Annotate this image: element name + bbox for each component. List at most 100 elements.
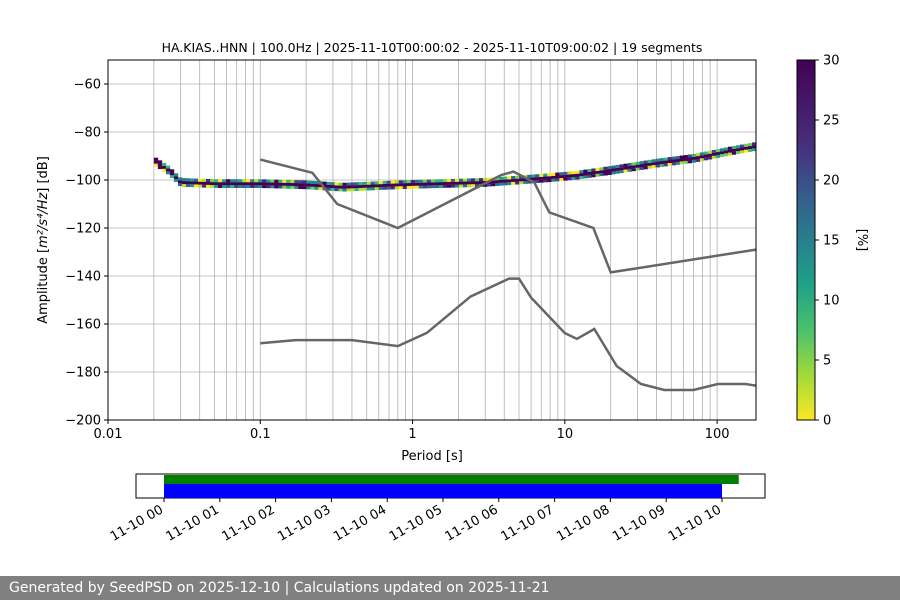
psd-band-cell — [386, 186, 391, 190]
psd-band-cell — [466, 178, 472, 182]
y-axis-label: Amplitude [m²/s⁴/Hz] [dB] — [36, 156, 51, 324]
psd-band-cell — [310, 186, 315, 190]
nhnm-line — [259, 158, 757, 274]
psd-band-cell — [571, 174, 576, 178]
psd-band-cell — [390, 183, 396, 187]
psd-band-cell — [169, 172, 175, 176]
psd-band-cell — [242, 182, 247, 186]
psd-band-cell — [210, 182, 215, 186]
psd-band-cell — [238, 182, 243, 186]
psd-band-cell — [663, 160, 668, 164]
psd-band-cell — [683, 160, 689, 164]
psd-band-cell — [523, 180, 528, 184]
coverage-tick-label: 11-10 04 — [331, 502, 389, 544]
psd-band-cell — [635, 164, 640, 168]
psd-band-cell — [306, 183, 311, 187]
psd-band-cell — [214, 184, 219, 188]
psd-band-cell — [282, 182, 287, 186]
psd-band-cell — [715, 151, 721, 155]
psd-band-cell — [362, 184, 367, 188]
psd-band-cell — [515, 181, 520, 185]
psd-band-cell — [438, 179, 444, 183]
psd-band-cell — [378, 184, 383, 188]
psd-band-cell — [230, 179, 235, 183]
psd-band-cell — [483, 183, 488, 187]
psd-band-cell — [222, 182, 227, 186]
psd-band-cell — [270, 185, 275, 189]
psd-band-cell — [747, 143, 753, 147]
psd-band-cell — [643, 163, 648, 167]
psd-density-band — [153, 142, 757, 192]
psd-band-cell — [422, 185, 428, 189]
psd-band-cell — [647, 159, 652, 163]
psd-band-cell — [462, 184, 468, 188]
psd-band-cell — [675, 161, 681, 165]
psd-band-cell — [691, 159, 697, 163]
psd-band-cell — [258, 182, 263, 186]
psd-band-cell — [503, 176, 508, 180]
psd-band-cell — [607, 169, 612, 173]
psd-band-cell — [169, 169, 175, 173]
psd-band-cell — [503, 182, 508, 186]
psd-band-cell — [603, 172, 608, 176]
psd-band-cell — [294, 185, 299, 189]
psd-band-cell — [667, 159, 672, 163]
y-tick-label: −60 — [74, 78, 101, 93]
psd-band-cell — [651, 159, 656, 163]
psd-band-cell — [495, 177, 500, 181]
psd-band-cell — [671, 156, 677, 160]
psd-band-cell — [635, 167, 640, 171]
psd-band-cell — [743, 149, 749, 153]
psd-band-cell — [246, 179, 251, 183]
psd-band-cell — [474, 183, 480, 187]
y-tick-label: −100 — [65, 174, 101, 189]
psd-band-cell — [410, 185, 416, 189]
psd-band-cell — [707, 153, 713, 157]
psd-band-cell — [607, 171, 612, 175]
psd-band-cell — [181, 181, 187, 185]
psd-band-cell — [647, 165, 652, 169]
psd-band-cell — [362, 181, 367, 185]
psd-band-cell — [563, 174, 568, 178]
psd-band-cell — [434, 182, 440, 186]
psd-band-cell — [595, 173, 600, 177]
coverage-tick-label: 11-10 08 — [554, 502, 612, 544]
psd-band-cell — [627, 165, 632, 169]
psd-band-cell — [623, 166, 628, 170]
psd-band-cell — [531, 174, 536, 178]
psd-band-cell — [719, 151, 725, 155]
y-axis-ticks: −200 −180 −160 −140 −120 −100 −80 −60 — [65, 78, 108, 429]
colorbar-tick-label: 25 — [823, 114, 840, 129]
psd-band-cell — [655, 158, 660, 162]
psd-band-cell — [426, 185, 432, 189]
psd-band-cell — [659, 158, 664, 162]
psd-band-cell — [370, 187, 375, 191]
psd-band-cell — [286, 182, 291, 186]
x-tick-label: 100 — [705, 427, 730, 442]
psd-band-cell — [703, 151, 709, 155]
psd-band-cell — [290, 180, 295, 184]
psd-band-cell — [181, 178, 187, 182]
y-tick-label: −180 — [65, 366, 101, 381]
psd-band-cell — [703, 157, 709, 161]
psd-band-cell — [346, 188, 351, 192]
psd-band-cell — [739, 150, 745, 154]
coverage-tick-label: 11-10 03 — [275, 502, 333, 544]
psd-band-cell — [623, 169, 628, 173]
colorbar-ticks: 0 5 10 15 20 25 30 — [815, 54, 840, 429]
psd-band-cell — [230, 184, 235, 188]
psd-band-cell — [434, 179, 440, 183]
psd-band-cell — [250, 179, 255, 183]
psd-band-cell — [378, 181, 383, 185]
psd-band-cell — [651, 165, 656, 169]
psd-band-cell — [691, 156, 697, 160]
psd-band-cell — [230, 182, 235, 186]
y-tick-label: −140 — [65, 270, 101, 285]
psd-band-cell — [603, 166, 608, 170]
psd-band-cell — [438, 184, 444, 188]
psd-band-cell — [185, 184, 191, 188]
psd-band-cell — [527, 180, 532, 184]
psd-band-cell — [342, 188, 347, 192]
psd-band-cell — [479, 178, 484, 182]
psd-band-cell — [262, 185, 267, 189]
